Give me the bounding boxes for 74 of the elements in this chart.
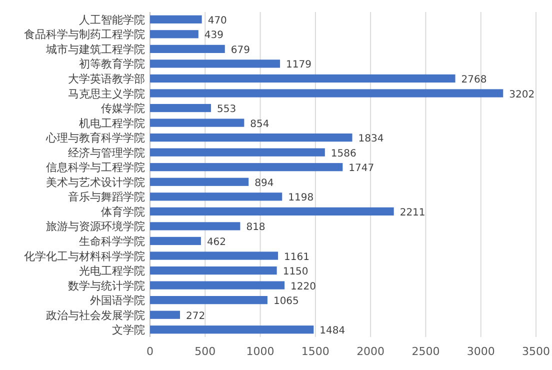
bar	[150, 207, 394, 216]
y-tick-label: 机电工程学院	[79, 116, 145, 130]
y-tick-label: 信息科学与工程学院	[46, 161, 145, 174]
bar	[150, 236, 201, 246]
x-tick-label: 500	[194, 345, 216, 358]
y-tick-label: 心理与教育科学学院	[45, 132, 145, 145]
x-tick-label: 1500	[301, 345, 330, 358]
bar	[150, 266, 277, 275]
y-tick-label: 传媒学院	[101, 102, 145, 116]
y-tick-label: 马克思主义学院	[68, 87, 145, 100]
data-label: 1198	[288, 192, 314, 204]
bar	[150, 74, 456, 83]
y-tick-label: 旅游与资源环境学院	[46, 220, 145, 234]
y-tick-label: 美术与艺术设计学院	[46, 176, 145, 189]
bar	[150, 192, 282, 201]
bar	[150, 281, 285, 290]
y-tick-label: 化学化工与材料科学学院	[24, 250, 145, 263]
bar	[150, 30, 198, 38]
bar	[150, 252, 278, 260]
bar	[150, 89, 504, 98]
x-tick-label: 3000	[466, 345, 495, 358]
bar	[150, 163, 343, 172]
bar	[150, 310, 180, 319]
y-tick-label: 政治与社会发展学院	[46, 308, 145, 322]
y-tick-label: 生命科学学院	[79, 234, 145, 248]
data-label: 1161	[284, 252, 310, 263]
data-label: 1179	[286, 60, 312, 71]
data-label: 1150	[282, 266, 308, 278]
bar	[150, 60, 280, 68]
y-tick-label: 城市与建筑工程学院	[45, 42, 145, 56]
y-tick-label: 数学与统计学院	[68, 279, 145, 292]
data-label: 439	[204, 30, 224, 42]
y-tick-label: 文学院	[112, 324, 145, 337]
data-label: 1834	[358, 134, 384, 145]
x-tick-label: 2500	[412, 345, 440, 358]
bar	[150, 296, 268, 304]
y-tick-label: 人工智能学院	[79, 13, 145, 26]
y-tick-label: 经济与管理学院	[68, 146, 145, 160]
y-tick-label: 初等教育学院	[79, 58, 145, 71]
y-tick-label: 外国语学院	[90, 294, 145, 308]
bar	[150, 104, 211, 112]
y-tick-label: 大学英语教学部	[68, 72, 145, 86]
data-label: 1220	[290, 281, 316, 292]
bar	[150, 326, 314, 334]
data-label: 818	[246, 222, 266, 234]
data-label: 1484	[320, 326, 346, 337]
bar	[150, 118, 244, 127]
data-label: 1065	[273, 296, 299, 308]
bar	[150, 15, 202, 24]
data-label: 894	[254, 178, 274, 189]
data-label: 679	[230, 44, 250, 56]
data-label: 2211	[400, 207, 426, 218]
bar	[150, 222, 240, 230]
bar	[150, 44, 225, 53]
x-tick-label: 2000	[356, 345, 385, 358]
data-label: 462	[206, 236, 226, 248]
x-tick-label: 0	[146, 345, 154, 358]
x-tick-label: 3500	[522, 345, 550, 358]
x-tick-label: 1000	[246, 345, 274, 358]
data-label: 854	[250, 118, 270, 130]
data-label: 470	[208, 15, 227, 26]
y-tick-label: 食品科学与制药工程学院	[24, 28, 145, 42]
data-label: 272	[186, 310, 206, 322]
bar	[150, 178, 249, 186]
y-tick-label: 光电工程学院	[79, 264, 145, 278]
data-label: 2768	[461, 74, 487, 86]
data-label: 3202	[509, 89, 535, 100]
bar	[150, 134, 352, 142]
y-tick-label: 体育学院	[101, 205, 145, 218]
y-tick-label: 音乐与舞蹈学院	[68, 190, 145, 204]
bar	[150, 148, 325, 156]
data-label: 1747	[348, 163, 374, 174]
data-label: 553	[216, 104, 236, 116]
data-label: 1586	[330, 148, 356, 160]
